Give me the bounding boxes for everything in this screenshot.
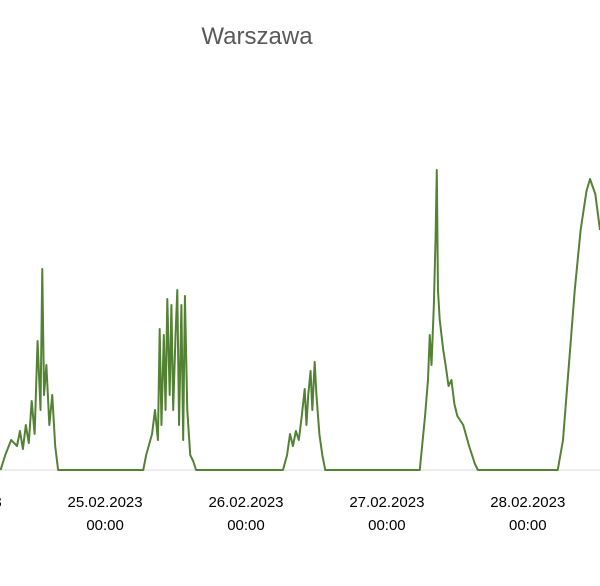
- x-tick-label: 00:00: [227, 517, 265, 534]
- x-tick-label: 00:00: [509, 517, 547, 534]
- x-tick-label: 25.02.2023: [68, 494, 143, 511]
- x-tick-label: 27.02.2023: [349, 494, 424, 511]
- x-tick-label: 00:00: [86, 517, 124, 534]
- data-line: [0, 169, 600, 471]
- x-tick-label: 24.02.2023: [0, 494, 2, 511]
- chart-title: Warszawa: [201, 23, 313, 50]
- x-tick-label: 00:00: [368, 517, 406, 534]
- x-tick-label: 28.02.2023: [490, 494, 565, 511]
- x-tick-label: 26.02.2023: [208, 494, 283, 511]
